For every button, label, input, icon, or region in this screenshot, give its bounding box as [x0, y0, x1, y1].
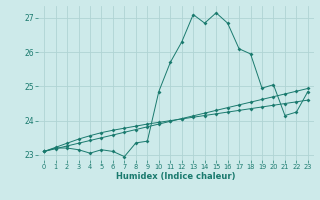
X-axis label: Humidex (Indice chaleur): Humidex (Indice chaleur) — [116, 172, 236, 181]
